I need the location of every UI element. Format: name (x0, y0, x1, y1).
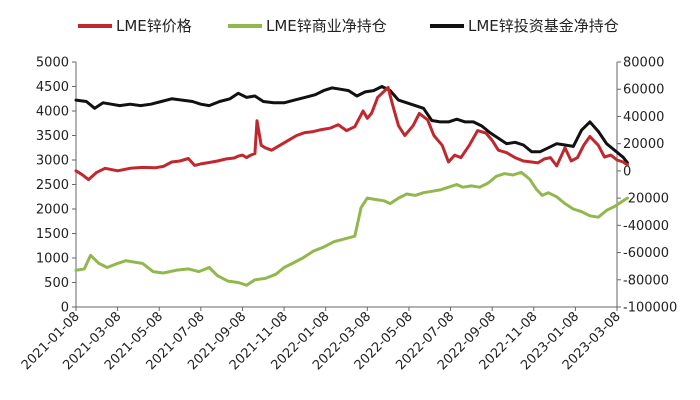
series-line-fund-net (74, 85, 629, 165)
series-line-lme-zinc-price (74, 86, 629, 182)
left-tick-label: 500 (44, 276, 69, 291)
right-tick-label: 20000 (623, 137, 664, 152)
left-tick-label: 4000 (36, 105, 69, 120)
left-tick-label: 2000 (36, 203, 69, 218)
left-tick-label: 3000 (36, 154, 69, 169)
right-tick-label: -40000 (623, 219, 669, 234)
right-tick-label: -80000 (623, 273, 669, 288)
x-axis-ticks: 2021-01-082021-03-082021-05-082021-07-08… (19, 307, 624, 373)
left-tick-label: 0 (61, 301, 69, 316)
right-tick-label: 40000 (623, 110, 664, 125)
left-tick-label: 5000 (36, 56, 69, 71)
right-tick-label: -20000 (623, 192, 669, 207)
legend-label-fund-net: LME锌投资基金净持仓 (468, 17, 619, 35)
right-tick-label: 0 (623, 164, 631, 179)
left-tick-label: 3500 (36, 129, 69, 144)
right-axis-ticks: -100000 -80000 -60000 -40000 -20000 0 20000 400… (617, 56, 677, 316)
left-axis-ticks: 0 500 1000 1500 2000 2500 3000 3500 4000 4500 5000 (36, 56, 76, 316)
right-tick-label: 80000 (623, 56, 664, 71)
left-tick-label: 2500 (36, 178, 69, 193)
left-tick-label: 1000 (36, 252, 69, 267)
left-tick-label: 1500 (36, 227, 69, 242)
right-tick-label: -60000 (623, 246, 669, 261)
series-layer (74, 85, 629, 287)
left-tick-label: 4500 (36, 80, 69, 95)
legend: LME锌价格 LME锌商业净持仓 LME锌投资基金净持仓 (78, 17, 619, 35)
right-tick-label: 60000 (623, 83, 664, 98)
legend-label-commercial-net: LME锌商业净持仓 (266, 17, 387, 35)
right-tick-label: -100000 (623, 301, 677, 316)
legend-label-lme-zinc-price: LME锌价格 (116, 17, 192, 35)
series-line-commercial-net (74, 170, 629, 287)
